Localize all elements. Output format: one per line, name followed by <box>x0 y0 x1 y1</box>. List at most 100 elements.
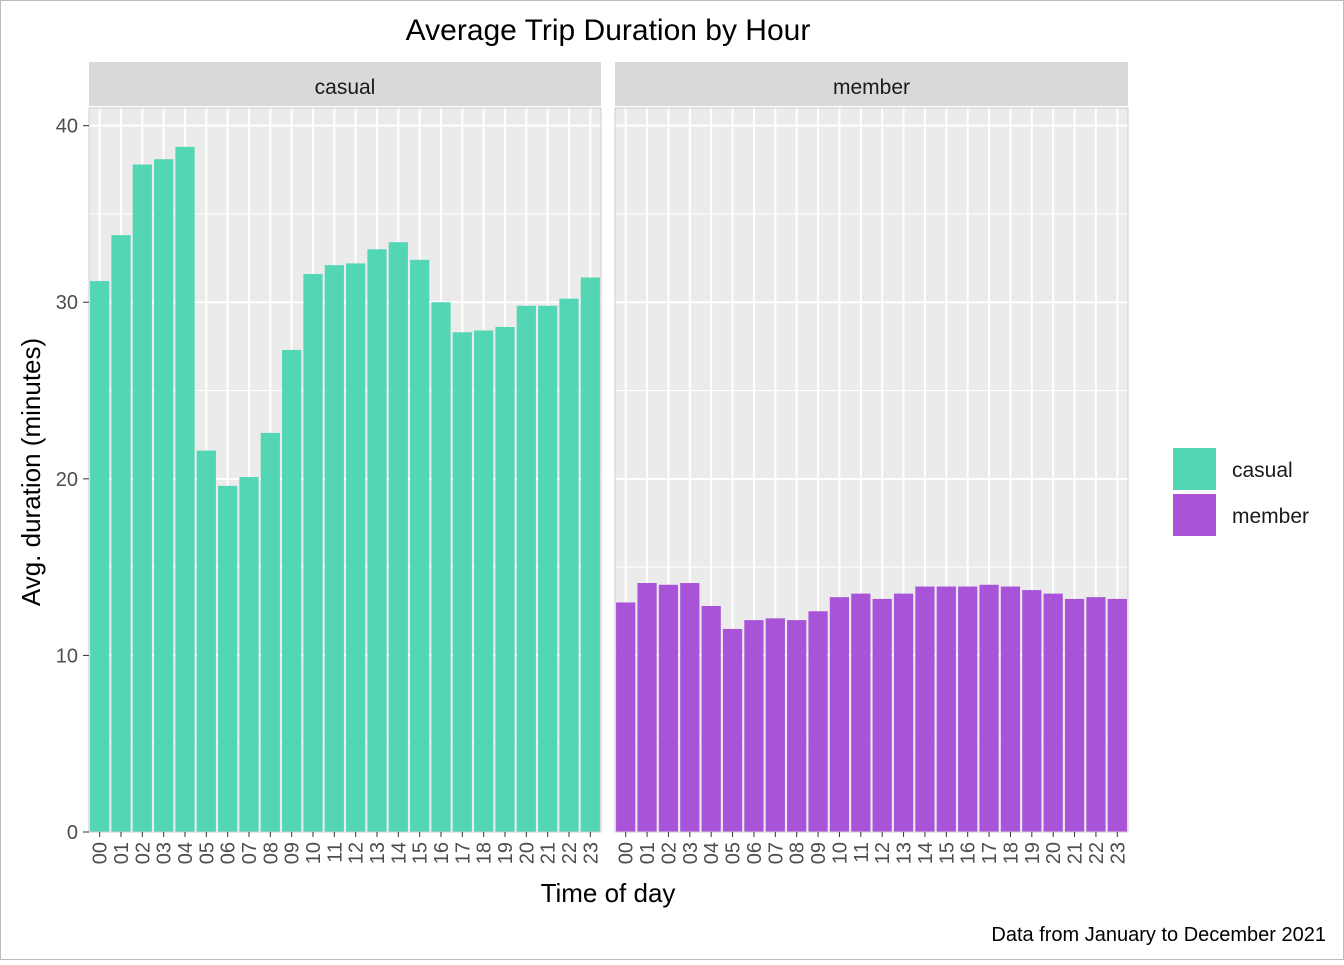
bar-member-03 <box>680 583 700 832</box>
x-tick-label: 03 <box>680 842 702 864</box>
bar-member-21 <box>1064 598 1085 832</box>
x-tick-label: 12 <box>872 842 894 864</box>
bar-member-05 <box>722 628 743 832</box>
x-tick-label: 08 <box>260 842 282 864</box>
x-tick-label: 20 <box>1043 842 1065 864</box>
x-tick-label: 04 <box>175 842 197 864</box>
x-tick-label: 10 <box>303 842 325 864</box>
x-tick-label: 06 <box>744 842 766 864</box>
bar-casual-13 <box>367 249 387 832</box>
x-tick-label: 05 <box>723 842 745 864</box>
bar-casual-05 <box>196 450 216 832</box>
bar-casual-18 <box>474 330 494 832</box>
x-tick-label: 22 <box>559 842 581 864</box>
bar-casual-02 <box>132 164 152 832</box>
facet-strip <box>615 62 1128 106</box>
bar-member-01 <box>637 583 657 832</box>
bar-casual-03 <box>154 159 174 832</box>
bar-member-20 <box>1043 593 1063 832</box>
x-tick-label: 11 <box>851 842 873 863</box>
x-tick-label: 02 <box>658 842 680 864</box>
facet-panel-member: member 00 01 02 03 04 05 06 07 08 09 10 11 12 13 14 15 16… <box>614 62 1129 864</box>
bar-casual-01 <box>111 235 131 832</box>
x-axis-label: Time of day <box>541 878 676 908</box>
x-tick-label: 15 <box>936 842 958 864</box>
bar-member-17 <box>979 584 999 832</box>
x-tick-label: 14 <box>388 842 410 864</box>
x-tick-label: 21 <box>538 842 560 864</box>
bar-casual-14 <box>388 242 408 832</box>
x-tick-label: 22 <box>1086 842 1108 864</box>
bar-member-15 <box>936 586 956 832</box>
bar-casual-16 <box>431 302 451 832</box>
y-tick-label: 40 <box>56 116 78 138</box>
x-tick-label: 23 <box>1107 842 1129 864</box>
legend: casual member <box>1173 448 1309 536</box>
x-tick-label: 14 <box>915 842 937 864</box>
x-tick-label: 16 <box>431 842 453 864</box>
x-tick-label: 01 <box>637 842 659 864</box>
x-tick-label: 09 <box>282 842 304 864</box>
x-tick-label: 17 <box>452 842 474 864</box>
x-tick-label: 00 <box>90 842 112 864</box>
bar-casual-19 <box>495 326 515 832</box>
bar-member-10 <box>829 597 850 832</box>
legend-key-casual <box>1173 448 1216 490</box>
bar-casual-22 <box>559 298 579 833</box>
bar-member-16 <box>958 586 978 832</box>
bar-member-09 <box>808 611 828 832</box>
bar-casual-09 <box>282 349 302 832</box>
bar-member-23 <box>1107 598 1127 832</box>
x-tick-label: 13 <box>367 842 389 864</box>
bar-member-22 <box>1086 597 1106 832</box>
x-tick-label: 07 <box>765 842 787 864</box>
facet-strip-label: member <box>833 76 910 99</box>
panel-background <box>89 108 601 832</box>
chart-caption: Data from January to December 2021 <box>991 924 1326 946</box>
x-tick-label: 16 <box>958 842 980 864</box>
panel-background <box>615 108 1128 832</box>
x-tick-label: 19 <box>495 842 517 864</box>
x-tick-label: 04 <box>701 842 723 864</box>
x-tick-label: 03 <box>154 842 176 864</box>
x-tick-label: 21 <box>1065 842 1087 864</box>
bar-casual-12 <box>346 263 366 832</box>
y-tick-label: 0 <box>67 822 78 844</box>
x-tick-label: 18 <box>474 842 496 864</box>
x-tick-label: 07 <box>239 842 261 864</box>
bar-member-07 <box>765 618 785 832</box>
x-tick-label: 13 <box>894 842 916 864</box>
x-tick-label: 02 <box>132 842 154 864</box>
bar-member-08 <box>787 620 807 832</box>
bar-member-12 <box>872 598 892 832</box>
x-tick-label: 12 <box>346 842 368 864</box>
x-tick-label: 17 <box>979 842 1001 864</box>
bar-casual-06 <box>218 485 238 832</box>
y-tick-label: 20 <box>56 469 78 491</box>
bar-member-06 <box>744 620 764 832</box>
y-tick-label: 30 <box>56 292 78 314</box>
bar-casual-23 <box>580 277 600 832</box>
bar-casual-08 <box>260 432 280 832</box>
legend-label-member: member <box>1232 505 1309 528</box>
facet-strip <box>89 62 601 106</box>
x-tick-label: 15 <box>410 842 432 864</box>
x-tick-label: 10 <box>829 842 851 864</box>
legend-label-casual: casual <box>1232 459 1293 482</box>
bar-casual-21 <box>538 305 558 832</box>
x-tick-label: 19 <box>1022 842 1044 864</box>
bar-casual-04 <box>175 146 195 833</box>
bar-member-02 <box>658 584 679 832</box>
bar-casual-11 <box>324 265 344 832</box>
bar-casual-20 <box>516 305 536 832</box>
x-tick-label: 06 <box>218 842 240 864</box>
panel-border <box>614 107 1129 833</box>
bar-casual-10 <box>303 273 323 832</box>
x-tick-label: 23 <box>580 842 602 864</box>
facet-strip-label: casual <box>315 76 376 99</box>
bar-member-04 <box>701 605 721 832</box>
bar-casual-17 <box>452 332 472 832</box>
